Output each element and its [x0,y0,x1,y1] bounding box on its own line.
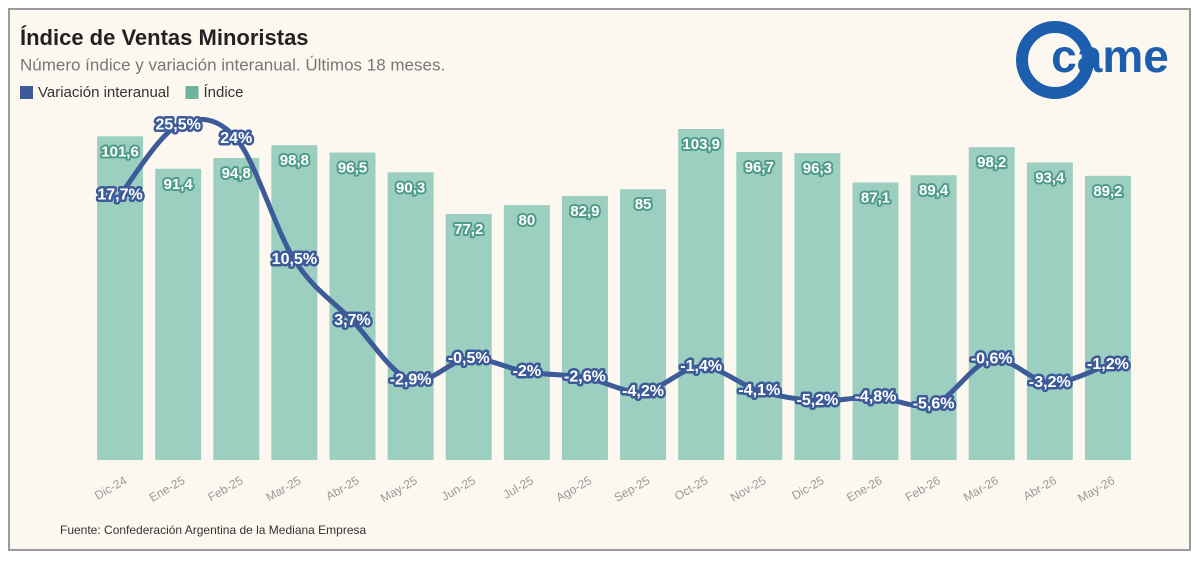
bar-value-label: 98,2 [977,154,1006,171]
bar [155,168,202,461]
line-value-label: -0,6% [971,351,1013,368]
bar-value-label: 96,5 [338,160,367,177]
line-value-label: -2% [513,363,541,380]
bar-value-label: 87,1 [861,189,890,206]
legend-label: Índice [203,84,243,101]
logo-group: came [1016,21,1169,99]
bar-value-label: 101,6 [101,143,139,160]
bar [213,157,260,460]
bar [968,147,1015,460]
bar [1084,175,1131,461]
bar [794,153,841,460]
line-value-label: -2,9% [390,371,432,388]
line-value-label: -4,8% [855,388,897,405]
bar-value-label: 91,4 [164,176,194,193]
bar-value-label: 90,3 [396,179,425,196]
bar-value-label: 82,9 [570,203,599,220]
bar [387,172,434,460]
bar [620,189,667,460]
bar-value-label: 98,8 [280,152,309,169]
chart-subtitle: Número índice y variación interanual. Úl… [20,55,445,74]
bar [97,136,144,460]
bar-value-label: 77,2 [454,221,483,238]
chart-title: Índice de Ventas Minoristas [20,25,309,50]
line-value-label: -5,6% [913,396,955,413]
legend-label: Variación interanual [38,84,169,101]
legend-swatch [20,86,33,99]
bar [736,151,783,460]
bar-value-label: 103,9 [682,136,720,153]
line-value-label: 3,7% [334,312,370,329]
bar [678,128,725,460]
bar-value-label: 94,8 [222,165,251,182]
line-value-label: 24% [220,130,252,147]
bar-value-label: 89,2 [1093,183,1122,200]
bar [910,175,957,460]
line-value-label: 25,5% [155,116,200,133]
bar-value-label: 89,4 [919,182,949,199]
line-value-label: -5,2% [796,392,838,409]
line-value-label: -2,6% [564,369,606,386]
line-value-label: 17,7% [97,186,142,203]
source: Fuente: Confederación Argentina de la Me… [60,523,367,537]
line [118,116,1109,409]
bar [503,205,550,460]
bar-value-label: 93,4 [1035,169,1065,186]
bar-value-label: 80 [518,212,535,229]
bar [445,214,492,460]
bar-value-label: 96,3 [803,160,832,177]
legend-swatch [185,86,199,99]
line-value-label: -1,2% [1087,356,1129,373]
logo-ring [1016,21,1094,99]
bar-value-label: 96,7 [745,159,774,176]
bar [1026,162,1073,460]
logo: came [1051,30,1169,82]
bar [561,195,608,460]
bar-value-label: 85 [635,196,652,213]
line-value-label: 10,5% [272,251,317,268]
bar [852,182,899,460]
line-value-label: -4,2% [622,383,664,400]
line-value-label: -0,5% [448,350,490,367]
bar [271,145,318,460]
line-value-label: -4,1% [738,382,780,399]
line-value-label: -1,4% [680,358,722,375]
line-value-label: -3,2% [1029,374,1071,391]
